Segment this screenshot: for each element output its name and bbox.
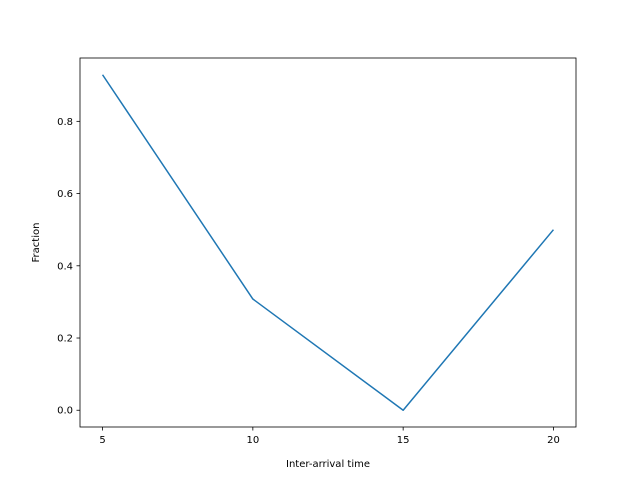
y-tick-label: 0.8 (57, 117, 73, 128)
x-tick-label: 15 (397, 435, 410, 446)
x-tick-label: 5 (99, 435, 105, 446)
plot-area (101, 74, 555, 411)
x-tick-label: 10 (246, 435, 259, 446)
y-tick-label: 0.2 (57, 334, 73, 345)
y-axis: 0.0 0.2 0.4 0.6 0.8 (57, 117, 80, 417)
y-tick-label: 0.0 (57, 406, 73, 417)
y-tick-label: 0.6 (57, 189, 73, 200)
x-axis-label: Inter-arrival time (286, 459, 370, 470)
series-line-0 (101, 74, 555, 411)
x-tick-label: 20 (547, 435, 560, 446)
y-axis-label: Fraction (31, 223, 42, 263)
y-tick-label: 0.4 (57, 261, 73, 272)
axes-frame (79, 57, 577, 428)
x-axis: 5 10 15 20 (99, 427, 560, 446)
